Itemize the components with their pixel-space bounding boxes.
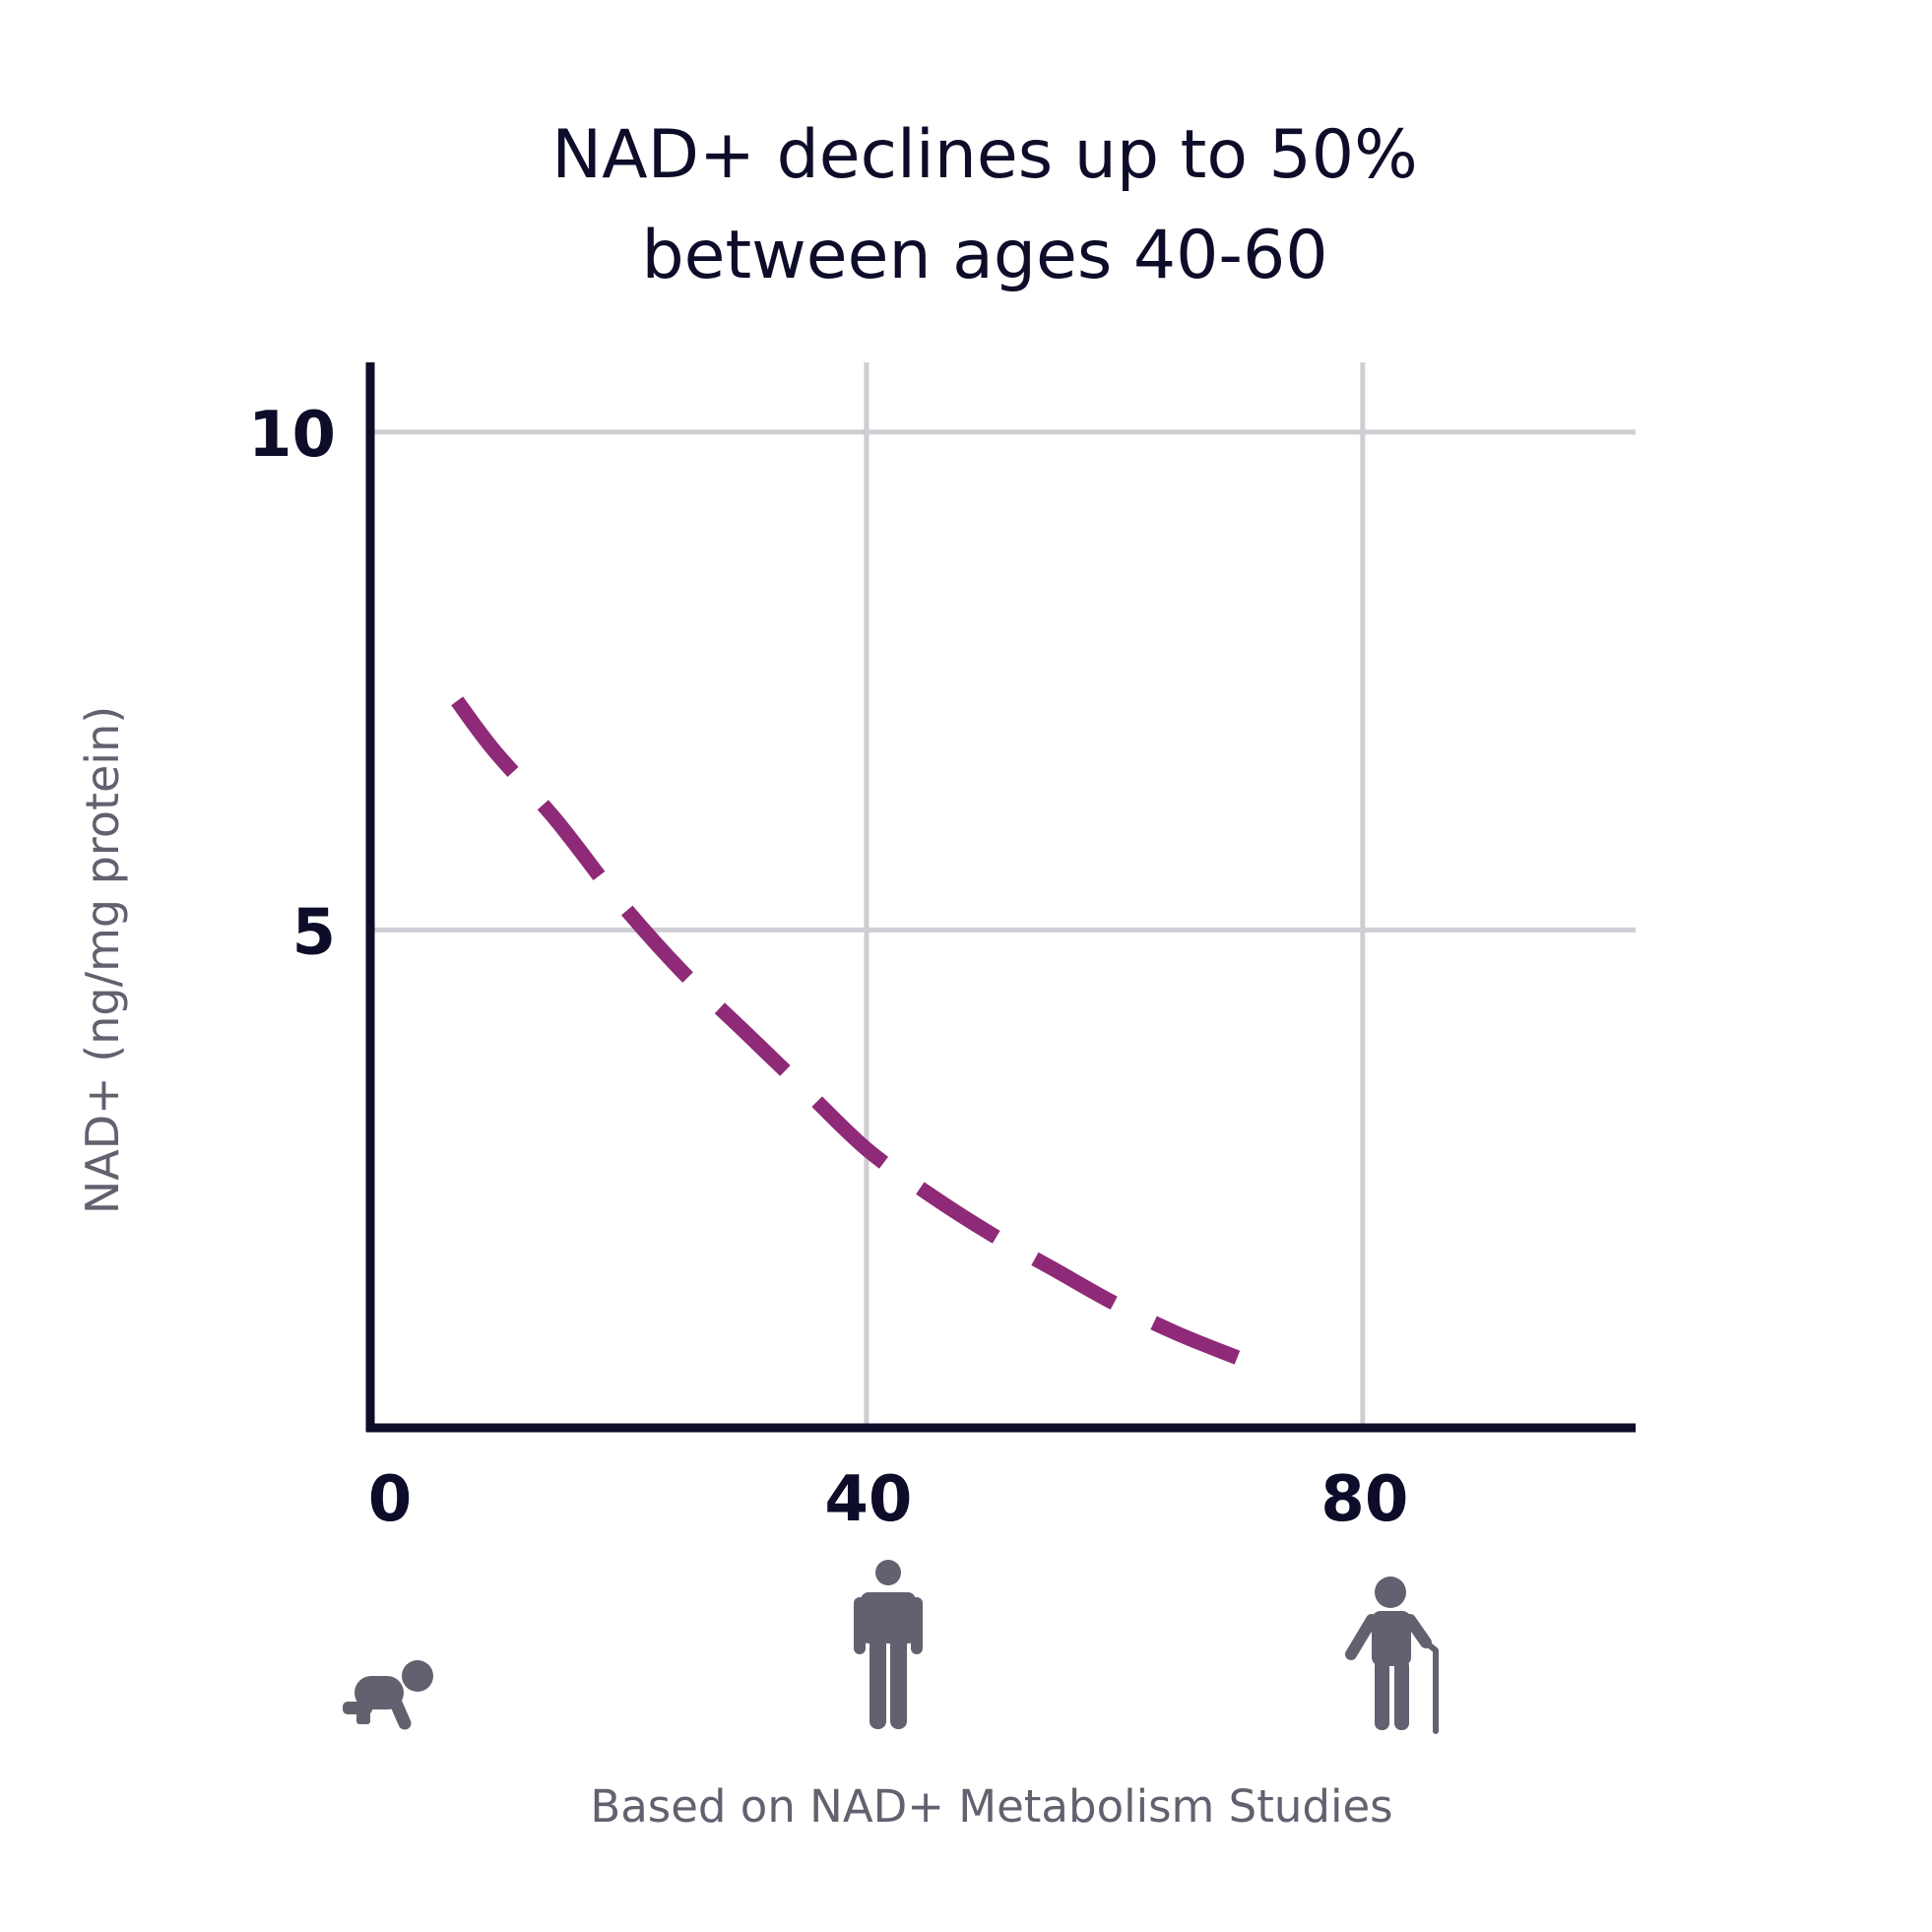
- x-tick-label: 40: [824, 1463, 912, 1536]
- y-tick-label: 10: [248, 399, 336, 472]
- elderly-cane-icon: [1345, 1577, 1439, 1734]
- y-tick-layer: 5 10: [248, 399, 336, 970]
- chart-title-line-2: between ages 40-60: [642, 217, 1328, 294]
- grid-layer: [370, 362, 1636, 1428]
- y-tick-label: 5: [291, 896, 336, 969]
- source-note: Based on NAD+ Metabolism Studies: [590, 1780, 1392, 1833]
- x-tick-layer: 0 40 80: [368, 1463, 1409, 1536]
- y-axis-label: NAD+ (ng/mg protein): [76, 706, 129, 1214]
- x-tick-label: 80: [1320, 1463, 1408, 1536]
- nad-decline-line: [451, 696, 1242, 1366]
- adult-standing-icon: [854, 1560, 923, 1729]
- x-tick-label: 0: [368, 1463, 413, 1536]
- chart-title-line-1: NAD+ declines up to 50%: [551, 116, 1417, 194]
- baby-crawling-icon: [343, 1660, 433, 1730]
